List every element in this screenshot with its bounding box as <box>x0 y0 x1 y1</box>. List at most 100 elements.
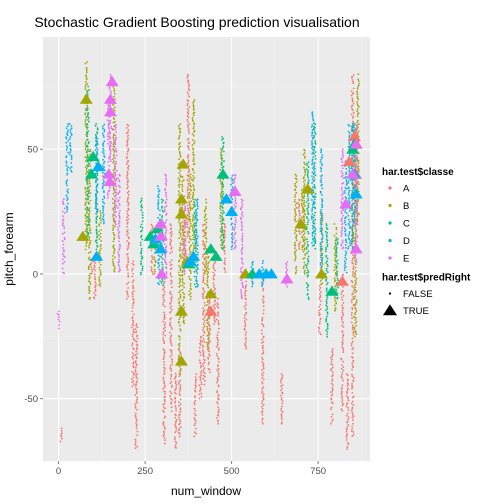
point-a <box>193 424 196 427</box>
point-d <box>65 164 68 167</box>
point-b <box>89 153 91 156</box>
point-b <box>190 178 193 181</box>
point-b <box>188 215 191 218</box>
point-c <box>86 211 88 214</box>
point-a <box>318 309 320 312</box>
point-c <box>307 193 309 196</box>
point-b <box>112 250 115 253</box>
point-e <box>63 250 65 253</box>
point-d <box>103 156 106 158</box>
point-e <box>234 199 237 202</box>
point-b <box>177 194 180 197</box>
point-e <box>341 198 344 201</box>
point-b <box>303 201 306 204</box>
point-b <box>191 207 194 210</box>
point-a <box>125 297 128 300</box>
point-e <box>114 173 117 175</box>
point-e <box>183 231 186 234</box>
point-a <box>331 420 333 423</box>
chart-title: Stochastic Gradient Boosting prediction … <box>34 14 359 30</box>
point-d <box>320 149 323 152</box>
point-e <box>61 219 64 222</box>
point-b <box>86 83 88 85</box>
point-a <box>213 300 216 303</box>
point-a <box>318 332 321 334</box>
point-b <box>84 166 87 169</box>
point-d <box>348 231 351 233</box>
point-b <box>208 261 210 263</box>
point-c <box>223 211 225 214</box>
point-a <box>132 338 135 341</box>
point-a <box>352 82 355 85</box>
point-c <box>222 150 225 153</box>
point-d <box>103 140 106 143</box>
legend-label-d: D <box>403 236 410 247</box>
point-a <box>194 409 197 412</box>
point-c <box>87 195 90 198</box>
point-b <box>179 329 182 332</box>
point-d <box>70 158 73 161</box>
point-e <box>115 215 117 218</box>
point-a <box>170 368 172 370</box>
point-a <box>261 357 263 359</box>
point-a <box>186 120 189 123</box>
point-e <box>165 229 168 231</box>
point-e <box>286 260 289 263</box>
point-c <box>94 240 97 243</box>
point-c <box>88 120 90 123</box>
point-c <box>351 157 354 160</box>
point-b <box>207 332 210 335</box>
point-a <box>134 414 137 417</box>
point-d <box>347 191 350 194</box>
point-d <box>230 196 233 199</box>
point-e <box>355 222 358 225</box>
point-d <box>230 177 233 180</box>
point-b <box>112 153 115 156</box>
point-e <box>63 227 66 230</box>
point-a <box>170 335 172 338</box>
point-b <box>178 345 181 347</box>
point-b <box>178 180 181 183</box>
point-a <box>262 371 265 374</box>
point-b <box>219 147 222 150</box>
point-a <box>179 388 182 390</box>
point-a <box>223 261 226 264</box>
point-b <box>293 219 296 222</box>
point-c <box>95 220 98 223</box>
point-a <box>350 342 353 345</box>
point-a <box>127 129 130 131</box>
point-a <box>134 384 137 387</box>
point-c <box>140 273 142 276</box>
point-a <box>351 411 354 414</box>
point-c <box>325 298 328 301</box>
point-c <box>305 246 308 249</box>
point-b <box>88 207 91 210</box>
point-e <box>165 184 168 186</box>
point-b <box>354 279 357 282</box>
point-d <box>312 122 315 125</box>
point-a <box>194 420 197 423</box>
point-b <box>358 82 360 85</box>
point-a <box>352 286 355 289</box>
point-a <box>162 358 165 361</box>
point-d <box>70 161 73 164</box>
point-e <box>115 188 118 191</box>
point-d <box>347 187 350 190</box>
point-b <box>178 221 180 224</box>
point-d <box>320 168 323 170</box>
point-b <box>86 61 89 63</box>
point-a <box>170 228 172 231</box>
point-a <box>169 261 171 264</box>
point-c <box>140 209 143 212</box>
point-a <box>162 409 164 412</box>
point-d <box>70 170 73 173</box>
point-b <box>178 179 181 182</box>
triangle-b <box>174 305 188 316</box>
point-b <box>294 182 296 185</box>
point-b <box>113 248 116 251</box>
point-b <box>356 92 358 94</box>
point-d <box>196 248 199 250</box>
point-a <box>188 123 191 125</box>
point-e <box>62 247 64 249</box>
point-e <box>119 209 121 212</box>
